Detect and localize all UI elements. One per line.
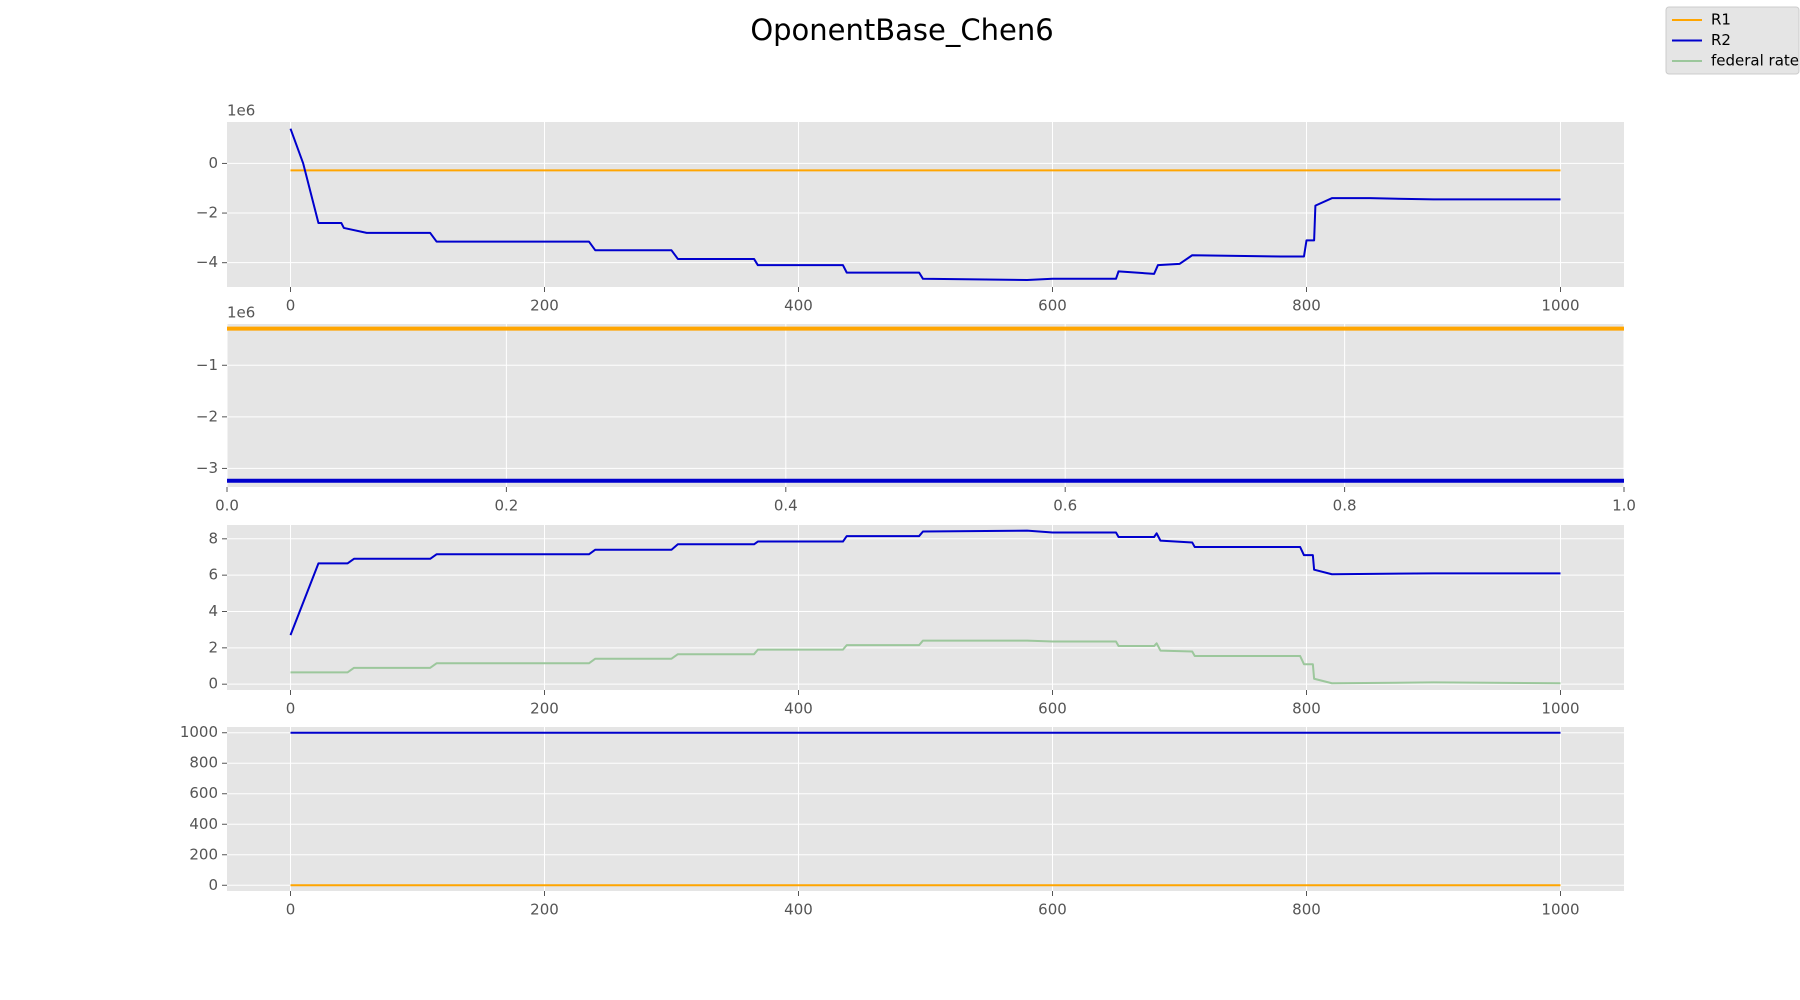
y-tick-label: 400 bbox=[189, 815, 218, 833]
offset-label: 1e6 bbox=[227, 304, 255, 322]
plot-area bbox=[227, 525, 1624, 690]
series-line bbox=[290, 639, 1561, 685]
offset-label: 1e6 bbox=[227, 102, 255, 120]
subplot: 0 200 400 600 800 1000 0 −2 −4 1e6 bbox=[196, 102, 1624, 315]
y-tick-label: 800 bbox=[189, 754, 218, 772]
x-tick-label: 600 bbox=[1038, 901, 1067, 919]
y-tick-label: 0 bbox=[208, 675, 218, 693]
y-tick-label: 1000 bbox=[180, 723, 218, 741]
subplot: 0 200 400 600 800 1000 0 2 4 6 8 bbox=[208, 525, 1624, 718]
x-tick-label: 400 bbox=[784, 901, 813, 919]
figure-title: OponentBase_Chen6 bbox=[750, 13, 1053, 47]
x-tick-label: 400 bbox=[784, 297, 813, 315]
series-line bbox=[289, 128, 1561, 282]
x-tick-label: 0 bbox=[286, 700, 296, 718]
y-tick-label: −3 bbox=[196, 459, 218, 477]
x-tick-label: 800 bbox=[1292, 700, 1321, 718]
legend-frame bbox=[1665, 6, 1800, 75]
subplot: 0 200 400 600 800 1000 0 200 400 600 800 1000 bbox=[180, 723, 1624, 919]
x-tick-label: 200 bbox=[530, 297, 559, 315]
legend: R1 R2 federal rate bbox=[1665, 6, 1800, 75]
plot-area bbox=[227, 324, 1624, 487]
x-tick-label: 200 bbox=[530, 700, 559, 718]
y-tick-label: 200 bbox=[189, 845, 218, 863]
legend-label: federal rate bbox=[1711, 52, 1799, 70]
subplot: 0.0 0.2 0.4 0.6 0.8 1.0 −1 −2 −3 1e6 bbox=[196, 304, 1636, 515]
x-tick-label: 0.8 bbox=[1333, 497, 1357, 515]
x-tick-label: 1000 bbox=[1541, 901, 1579, 919]
y-tick-label: −2 bbox=[196, 407, 218, 425]
y-tick-label: 2 bbox=[208, 638, 218, 656]
y-tick-label: −1 bbox=[196, 356, 218, 374]
series-line bbox=[289, 529, 1561, 636]
x-tick-label: 0 bbox=[286, 297, 296, 315]
x-tick-label: 0.0 bbox=[215, 497, 239, 515]
y-tick-label: 4 bbox=[208, 602, 218, 620]
y-tick-label: 6 bbox=[208, 566, 218, 584]
x-tick-label: 1000 bbox=[1541, 297, 1579, 315]
x-tick-label: 0 bbox=[286, 901, 296, 919]
y-tick-label: 8 bbox=[208, 529, 218, 547]
plot-area bbox=[227, 122, 1624, 287]
x-tick-label: 1.0 bbox=[1612, 497, 1636, 515]
y-tick-label: −4 bbox=[196, 253, 218, 271]
x-tick-label: 800 bbox=[1292, 297, 1321, 315]
y-tick-label: 0 bbox=[208, 876, 218, 894]
x-tick-label: 0.4 bbox=[774, 497, 798, 515]
x-tick-label: 0.2 bbox=[494, 497, 518, 515]
y-tick-label: 600 bbox=[189, 784, 218, 802]
x-tick-label: 200 bbox=[530, 901, 559, 919]
y-tick-label: 0 bbox=[208, 154, 218, 172]
y-tick-label: −2 bbox=[196, 204, 218, 222]
x-tick-label: 800 bbox=[1292, 901, 1321, 919]
x-tick-label: 0.6 bbox=[1053, 497, 1077, 515]
x-tick-label: 1000 bbox=[1541, 700, 1579, 718]
legend-label: R2 bbox=[1711, 31, 1731, 49]
x-tick-label: 400 bbox=[784, 700, 813, 718]
x-tick-label: 600 bbox=[1038, 700, 1067, 718]
plot-area bbox=[227, 727, 1624, 891]
x-tick-label: 600 bbox=[1038, 297, 1067, 315]
legend-label: R1 bbox=[1711, 11, 1731, 29]
